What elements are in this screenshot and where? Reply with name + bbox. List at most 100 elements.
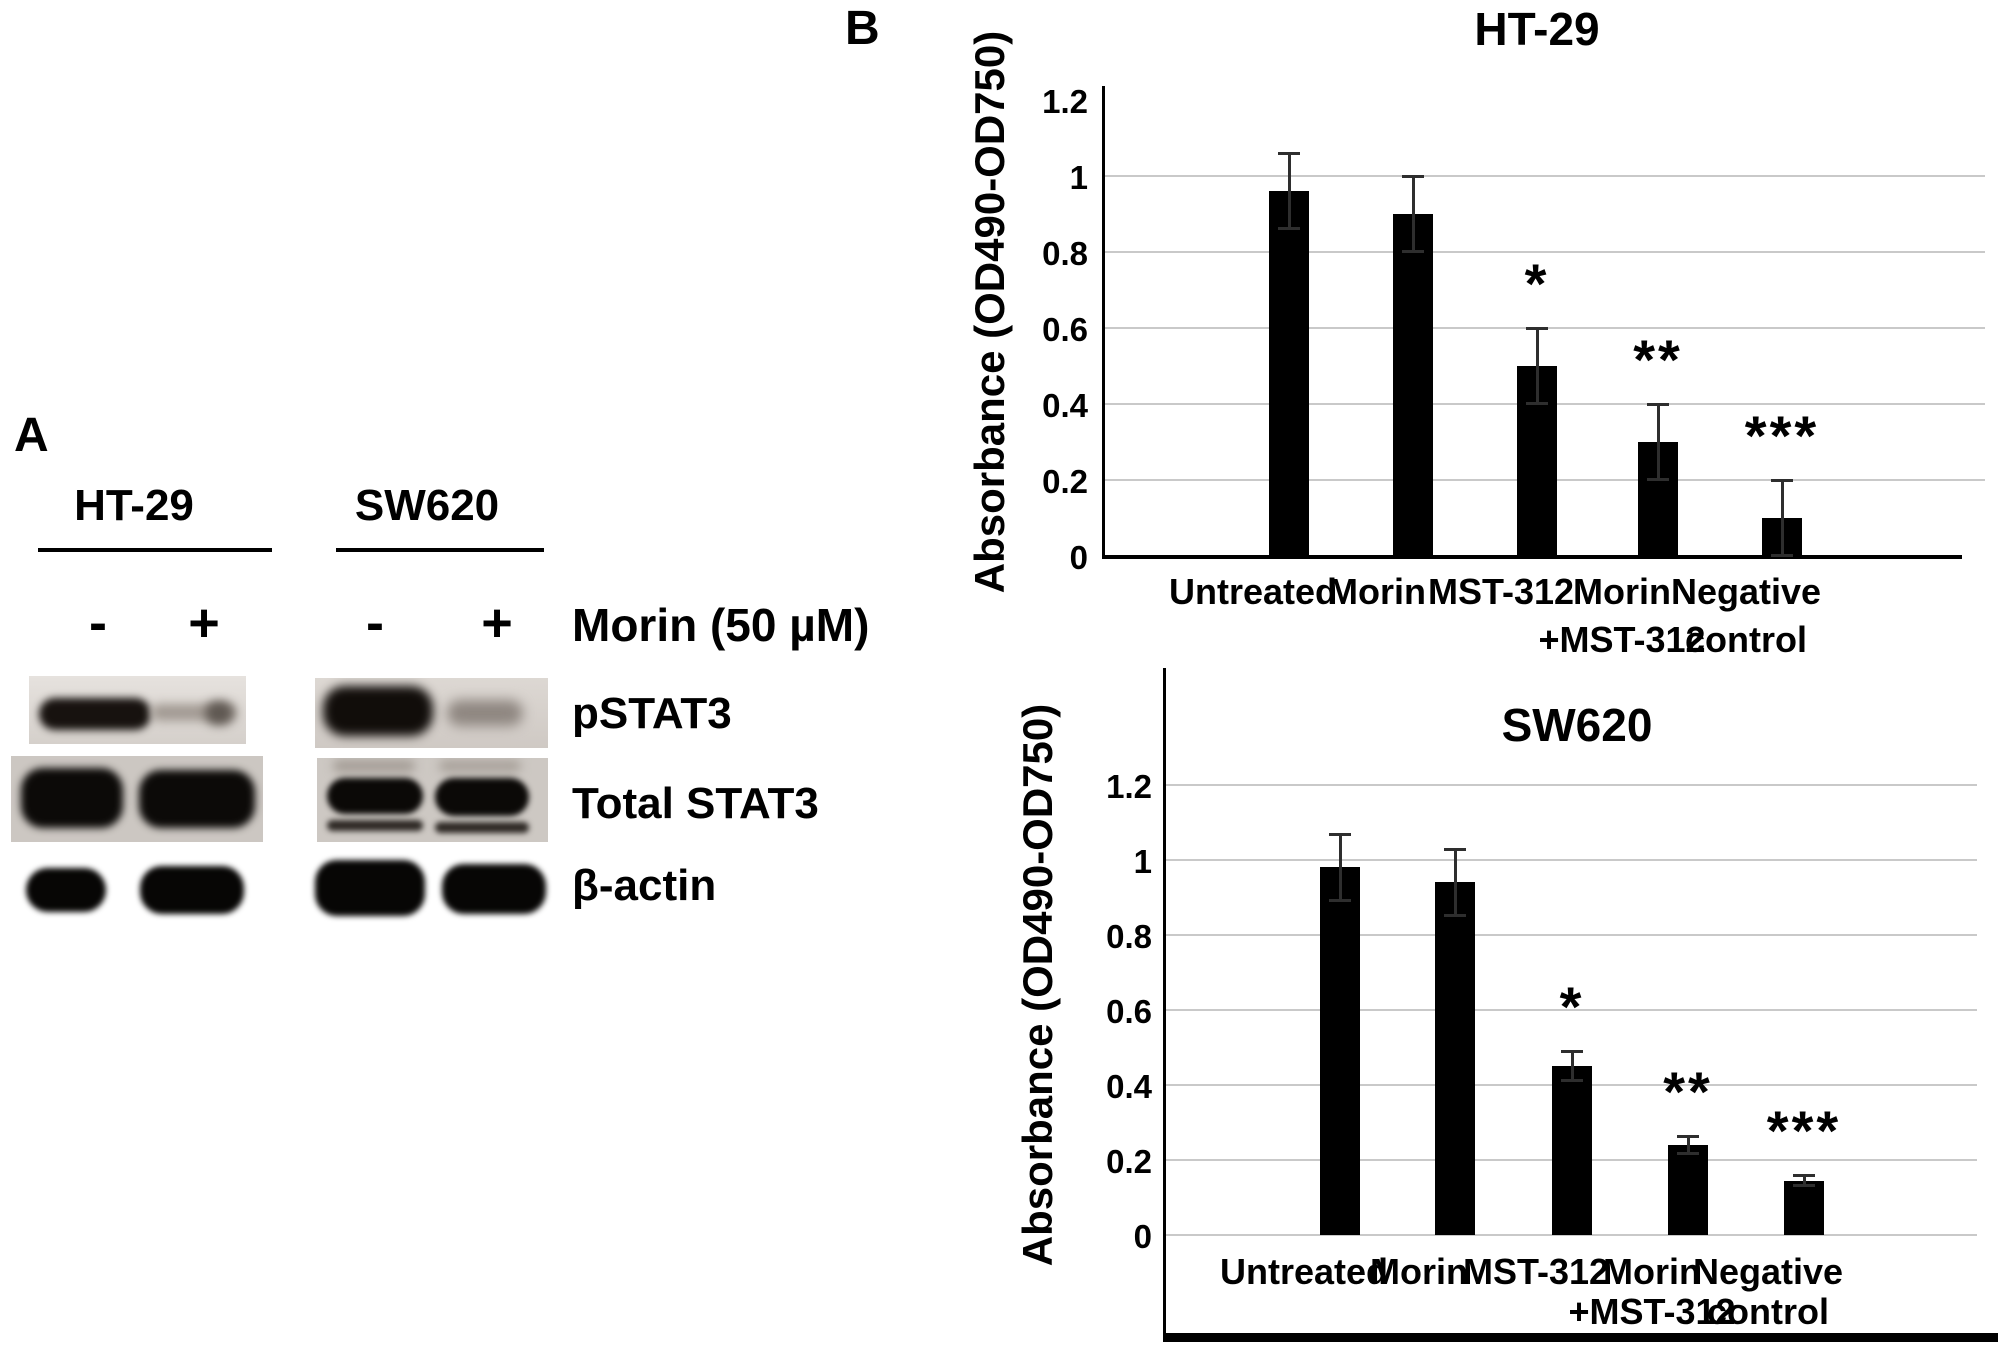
- y-tick-label: 0.4: [1106, 1068, 1152, 1105]
- x-category-label: Morin: [1603, 1251, 1701, 1292]
- y-tick-label: 0.8: [1106, 918, 1152, 955]
- gridline: [1164, 934, 1977, 936]
- panel-b-label: B: [845, 2, 880, 55]
- error-bar-cap-top: [1561, 1050, 1583, 1054]
- x-category-label: Negative: [1670, 571, 1822, 612]
- bar-untreated: [1269, 191, 1309, 556]
- cell-line-heading-ht29: HT-29: [74, 481, 194, 530]
- pstat3-blot-ht29: [29, 676, 246, 744]
- cell-line-heading-sw620: SW620: [354, 481, 500, 530]
- x-category-label: Untreated: [1219, 1251, 1389, 1292]
- error-bar-cap-bottom: [1278, 227, 1300, 231]
- treatment-label: Morin (50 µM): [572, 599, 870, 651]
- error-bar-cap-top: [1444, 847, 1466, 851]
- band: [439, 760, 521, 772]
- heading-underline-sw620: [336, 548, 544, 552]
- band: [333, 760, 415, 772]
- actin-band-ht29-plus: [140, 866, 244, 914]
- band: [327, 778, 423, 814]
- error-bar-cap-bottom: [1402, 250, 1424, 253]
- band: [205, 701, 233, 725]
- error-bar-line: [1287, 153, 1291, 230]
- pstat3-blot-sw620: [315, 678, 548, 748]
- y-tick-label: 0.2: [1042, 463, 1088, 500]
- error-bar-cap-top: [1402, 175, 1424, 178]
- y-tick-label: 0.6: [1106, 993, 1152, 1030]
- significance-stars: **: [1663, 1059, 1713, 1123]
- x-category-label-line2: +MST-312: [1568, 1291, 1736, 1332]
- error-bar-cap-top: [1677, 1134, 1699, 1138]
- x-category-label: MST-312: [1427, 571, 1575, 612]
- y-tick-label: 1: [1069, 159, 1088, 196]
- lane-sign-sw620-plus: +: [481, 593, 513, 653]
- band: [447, 700, 523, 726]
- band: [323, 686, 433, 736]
- error-bar-cap-top: [1647, 403, 1669, 406]
- error-bar-cap-top: [1793, 1174, 1815, 1177]
- blot-row-label-pstat3: pSTAT3: [572, 689, 732, 738]
- blot-row-label-actin: β-actin: [572, 861, 717, 910]
- bar-untreated: [1320, 867, 1360, 1235]
- x-category-label-line2: control: [1707, 1291, 1829, 1332]
- x-category-label-line2: +MST-312: [1538, 619, 1706, 660]
- y-tick-label: 1.2: [1042, 83, 1088, 120]
- y-tick-label: 0.8: [1042, 235, 1088, 272]
- bar-morin-mst-312: [1668, 1145, 1708, 1235]
- significance-stars: ***: [1766, 1099, 1842, 1162]
- plot-left-border: [1163, 668, 1166, 1342]
- gridline: [1164, 859, 1977, 861]
- error-bar-cap-bottom: [1561, 1079, 1583, 1083]
- actin-band-sw620-minus: [315, 860, 425, 916]
- bar-morin: [1393, 214, 1433, 556]
- y-tick-label: 0: [1069, 539, 1088, 576]
- gridline: [1164, 1234, 1977, 1236]
- panel-a-label: A: [14, 409, 49, 462]
- significance-stars: *: [1559, 975, 1585, 1039]
- error-bar-cap-bottom: [1444, 914, 1466, 918]
- error-bar-line: [1411, 176, 1415, 252]
- error-bar-cap-top: [1771, 479, 1793, 482]
- y-axis-line: [1102, 86, 1105, 559]
- error-bar-line: [1453, 848, 1457, 917]
- gridline: [1164, 1009, 1977, 1011]
- chart-title: HT-29: [1474, 3, 1600, 55]
- x-category-label: Negative: [1692, 1251, 1844, 1292]
- error-bar-line: [1780, 480, 1784, 556]
- x-axis-line: [1102, 555, 1962, 559]
- heading-underline-ht29: [38, 548, 272, 552]
- actin-band-ht29-minus: [26, 868, 106, 912]
- error-bar-cap-bottom: [1329, 899, 1351, 903]
- x-category-label-line2: control: [1685, 619, 1807, 660]
- y-tick-label: 0.4: [1042, 387, 1088, 424]
- error-bar-line: [1656, 404, 1660, 480]
- band: [435, 822, 529, 833]
- gridline: [1103, 175, 1985, 177]
- plot-bottom-border: [1163, 1333, 1998, 1342]
- band: [39, 698, 151, 730]
- x-category-label: Morin: [1328, 571, 1426, 612]
- lane-sign-ht29-plus: +: [188, 593, 220, 653]
- error-bar-line: [1802, 1175, 1806, 1187]
- significance-stars: *: [1524, 252, 1550, 315]
- x-category-label: Morin: [1370, 1251, 1468, 1292]
- error-bar-cap-top: [1278, 152, 1300, 156]
- bar-negative-control: [1784, 1181, 1824, 1235]
- significance-stars: ***: [1744, 404, 1820, 467]
- x-category-label: MST-312: [1462, 1251, 1610, 1292]
- error-bar-line: [1338, 833, 1342, 902]
- error-bar-cap-top: [1526, 327, 1548, 330]
- y-tick-label: 0.2: [1106, 1143, 1152, 1180]
- gridline: [1164, 784, 1977, 786]
- gridline: [1103, 251, 1985, 253]
- band: [139, 770, 255, 828]
- error-bar-cap-bottom: [1771, 554, 1793, 557]
- error-bar-cap-bottom: [1647, 478, 1669, 481]
- error-bar-line: [1535, 328, 1539, 404]
- total-stat3-blot-sw620: [317, 758, 548, 842]
- error-bar-line: [1570, 1051, 1574, 1082]
- y-tick-label: 0: [1133, 1218, 1152, 1255]
- lane-sign-sw620-minus: -: [366, 593, 384, 653]
- blot-row-label-total-stat3: Total STAT3: [572, 779, 819, 828]
